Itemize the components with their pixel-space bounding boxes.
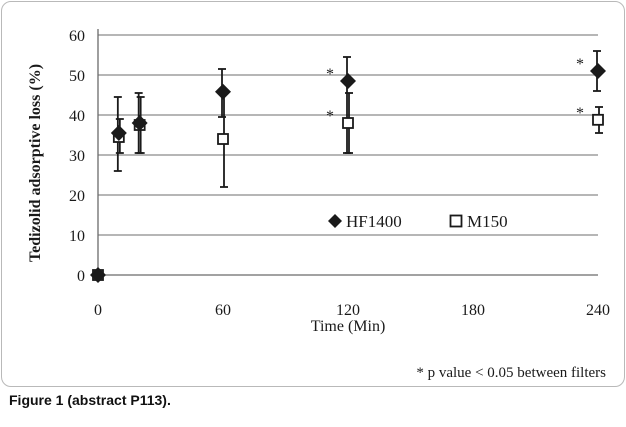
data-point-hf1400 bbox=[110, 125, 127, 141]
y-tick-labels: 0 10 20 30 40 50 60 bbox=[69, 28, 85, 285]
data-point-m150 bbox=[217, 133, 229, 145]
x-tick-label: 120 bbox=[336, 302, 360, 319]
footnote: * p value < 0.05 between filters bbox=[416, 365, 606, 381]
data-point-hf1400 bbox=[131, 115, 148, 131]
error-bars bbox=[113, 50, 603, 188]
grid-lines bbox=[98, 34, 598, 236]
significance-star: * bbox=[576, 105, 584, 122]
data-point-hf1400 bbox=[590, 63, 606, 79]
data-point-hf1400 bbox=[215, 83, 231, 100]
figure-frame bbox=[1, 1, 625, 387]
legend-marker-hf1400 bbox=[328, 214, 342, 228]
y-tick-label: 40 bbox=[69, 108, 85, 125]
x-axis-label: Time (Min) bbox=[311, 318, 386, 335]
legend-marker-m150 bbox=[449, 214, 463, 228]
y-tick-label: 0 bbox=[77, 268, 85, 285]
data-point-m150 bbox=[592, 113, 604, 126]
significance-markers: * * * * bbox=[326, 56, 584, 125]
y-tick-label: 60 bbox=[69, 28, 85, 45]
legend-label: HF1400 bbox=[346, 212, 402, 231]
data-point-m150 bbox=[342, 117, 354, 129]
legend-item-m150: M150 bbox=[449, 212, 508, 231]
significance-star: * bbox=[326, 66, 334, 83]
axes bbox=[97, 29, 598, 276]
significance-star: * bbox=[576, 56, 584, 73]
y-tick-label: 30 bbox=[69, 148, 85, 165]
legend-label: M150 bbox=[467, 212, 508, 231]
x-tick-label: 0 bbox=[94, 302, 102, 319]
figure-caption: Figure 1 (abstract P113). bbox=[9, 392, 171, 408]
x-tick-label: 180 bbox=[461, 302, 485, 319]
x-tick-label: 60 bbox=[215, 302, 231, 319]
y-tick-label: 20 bbox=[69, 188, 85, 205]
x-tick-labels: 0 60 120 180 240 bbox=[94, 302, 610, 319]
y-axis-label: Tedizolid adsorptive loss (%) bbox=[27, 64, 44, 262]
data-point-hf1400 bbox=[90, 267, 106, 283]
y-tick-label: 10 bbox=[69, 228, 85, 245]
legend-item-hf1400: HF1400 bbox=[328, 212, 402, 231]
data-point-hf1400 bbox=[340, 73, 356, 89]
y-tick-label: 50 bbox=[69, 68, 85, 85]
legend: HF1400 M150 bbox=[328, 212, 508, 231]
data-points bbox=[90, 63, 606, 283]
x-tick-label: 240 bbox=[586, 302, 610, 319]
significance-star: * bbox=[326, 108, 334, 125]
